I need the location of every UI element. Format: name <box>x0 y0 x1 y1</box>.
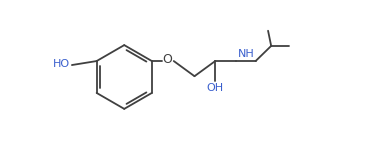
Text: NH: NH <box>238 49 254 59</box>
Text: OH: OH <box>207 83 224 93</box>
Text: HO: HO <box>53 59 70 69</box>
Text: O: O <box>162 53 172 66</box>
